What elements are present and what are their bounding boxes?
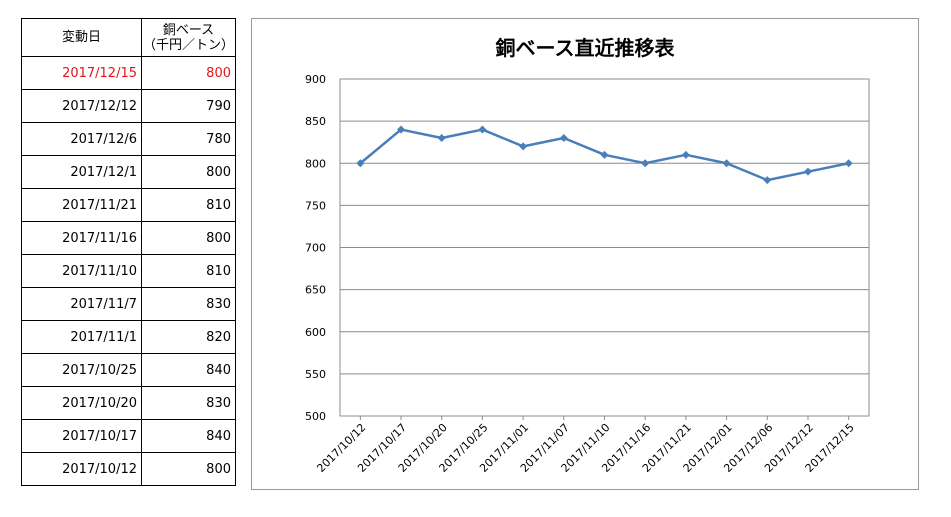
date-cell: 2017/11/1	[21, 320, 142, 354]
date-cell: 2017/11/21	[21, 188, 142, 222]
value-cell: 830	[141, 287, 236, 321]
y-tick-label: 700	[305, 242, 326, 255]
table-row: 2017/10/17 840	[21, 419, 236, 453]
date-cell: 2017/11/16	[21, 221, 142, 255]
y-tick-label: 850	[305, 115, 326, 128]
table-header-row: 変動日 銅ベース （千円／トン）	[21, 18, 236, 57]
value-cell: 820	[141, 320, 236, 354]
data-point-marker	[763, 176, 772, 185]
data-point-marker	[600, 150, 609, 159]
data-point-marker	[397, 125, 406, 134]
value-cell: 840	[141, 419, 236, 453]
value-cell: 800	[141, 221, 236, 255]
data-point-marker	[641, 159, 650, 168]
data-point-marker	[437, 133, 446, 142]
table-row: 2017/10/20 830	[21, 386, 236, 420]
date-cell: 2017/11/10	[21, 254, 142, 288]
data-point-marker	[722, 159, 731, 168]
copper-base-table: 変動日 銅ベース （千円／トン） 2017/12/15 800 2017/12/12…	[21, 18, 236, 486]
table-row: 2017/11/16 800	[21, 221, 236, 255]
y-tick-label: 900	[305, 73, 326, 86]
table-row: 2017/12/1 800	[21, 155, 236, 189]
value-cell: 800	[141, 56, 236, 90]
date-cell: 2017/12/1	[21, 155, 142, 189]
date-cell: 2017/10/17	[21, 419, 142, 453]
data-point-marker	[559, 133, 568, 142]
data-point-marker	[844, 159, 853, 168]
value-cell: 800	[141, 452, 236, 486]
table-row: 2017/12/15 800	[21, 56, 236, 90]
chart-title: 銅ベース直近推移表	[496, 36, 676, 60]
y-tick-label: 800	[305, 157, 326, 170]
table-row: 2017/12/6 780	[21, 122, 236, 156]
value-cell: 810	[141, 188, 236, 222]
date-cell: 2017/12/15	[21, 56, 142, 90]
table-row: 2017/11/7 830	[21, 287, 236, 321]
value-cell: 830	[141, 386, 236, 420]
data-point-marker	[356, 159, 365, 168]
data-point-marker	[519, 142, 528, 151]
table-row: 2017/12/12 790	[21, 89, 236, 123]
value-column-header: 銅ベース （千円／トン）	[141, 18, 236, 57]
date-cell: 2017/10/25	[21, 353, 142, 387]
value-cell: 800	[141, 155, 236, 189]
table-row: 2017/11/10 810	[21, 254, 236, 288]
date-cell: 2017/10/20	[21, 386, 142, 420]
date-column-header: 変動日	[21, 18, 142, 57]
value-cell: 810	[141, 254, 236, 288]
value-cell: 780	[141, 122, 236, 156]
table-row: 2017/11/21 810	[21, 188, 236, 222]
data-point-marker	[478, 125, 487, 134]
date-cell: 2017/11/7	[21, 287, 142, 321]
table-row: 2017/10/25 840	[21, 353, 236, 387]
value-header-line-2: （千円／トン）	[142, 37, 234, 53]
y-tick-label: 550	[305, 368, 326, 381]
data-point-marker	[803, 167, 812, 176]
value-header-line-1: 銅ベース	[162, 22, 215, 38]
y-tick-label: 600	[305, 326, 326, 339]
value-cell: 840	[141, 353, 236, 387]
line-chart-panel: 銅ベース直近推移表 500 550 600 650 700 750 800 850 900 20…	[251, 18, 919, 490]
data-point-marker	[681, 150, 690, 159]
date-cell: 2017/10/12	[21, 452, 142, 486]
date-cell: 2017/12/12	[21, 89, 142, 123]
y-tick-label: 750	[305, 199, 326, 212]
table-row: 2017/10/12 800	[21, 452, 236, 486]
date-cell: 2017/12/6	[21, 122, 142, 156]
y-tick-label: 500	[305, 410, 326, 423]
y-tick-label: 650	[305, 284, 326, 297]
table-row: 2017/11/1 820	[21, 320, 236, 354]
value-cell: 790	[141, 89, 236, 123]
